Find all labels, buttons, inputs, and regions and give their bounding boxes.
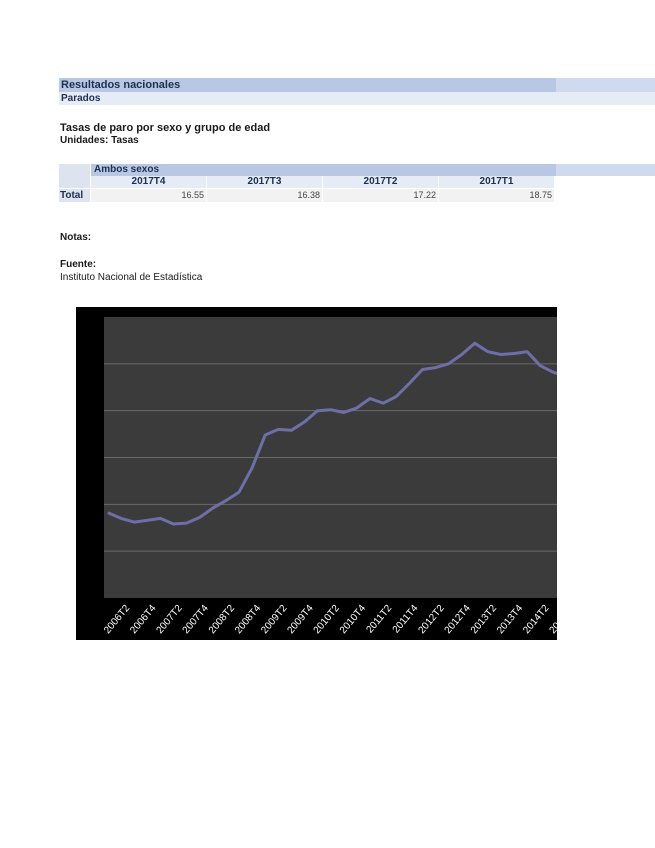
- chart-container: 2006T2 2006T4 2007T2 2007T4 2008T2 2008T4 2009…: [76, 307, 557, 640]
- data-point: [264, 434, 266, 436]
- x-tick-label: 2006T4: [128, 603, 159, 636]
- data-point: [474, 342, 476, 344]
- x-tick-label: 2009T4: [285, 603, 316, 636]
- data-point: [107, 512, 109, 514]
- section-title: Resultados nacionales: [61, 79, 181, 91]
- table-cell: 17.22: [323, 189, 438, 202]
- data-point: [146, 519, 148, 521]
- data-point: [487, 351, 489, 353]
- x-tick-label: 2013T4: [495, 603, 526, 636]
- data-point: [290, 429, 292, 431]
- data-point: [225, 500, 227, 502]
- data-point: [552, 371, 554, 373]
- x-tick-label: 2011T2: [365, 603, 395, 636]
- x-tick-label: 2009T2: [259, 603, 290, 636]
- data-point: [317, 410, 319, 412]
- x-tick-label: 2010T4: [338, 603, 369, 636]
- data-point: [199, 516, 201, 518]
- table-cell: 16.38: [207, 189, 322, 202]
- data-point: [421, 368, 423, 371]
- data-point: [461, 353, 463, 356]
- data-point: [277, 428, 279, 430]
- data-point: [408, 382, 410, 385]
- x-tick-label: 2013T2: [469, 603, 500, 636]
- x-tick-label: 2008T4: [233, 603, 264, 636]
- x-tick-label: 2012T2: [416, 603, 447, 636]
- data-point: [212, 507, 214, 509]
- data-point: [395, 396, 397, 398]
- data-point: [120, 517, 122, 519]
- data-point: [382, 402, 384, 404]
- data-point: [539, 365, 541, 367]
- x-tick-label: 2007T2: [154, 603, 185, 636]
- section-header: Resultados nacionales: [59, 78, 655, 92]
- x-tick-label: 2010T2: [312, 603, 343, 636]
- data-point: [500, 353, 502, 356]
- data-point: [186, 522, 188, 524]
- x-tick-label: 2014T4: [547, 603, 557, 636]
- subsection-title: Parados: [61, 93, 101, 104]
- table-corner: [59, 164, 90, 188]
- data-point: [303, 421, 306, 423]
- column-header: 2017T3: [207, 176, 322, 188]
- data-point: [343, 411, 345, 414]
- x-tick-label: 2006T2: [102, 603, 133, 636]
- notes-label: Notas:: [60, 232, 92, 243]
- table-title: Tasas de paro por sexo y grupo de edad: [60, 122, 271, 134]
- data-point: [526, 351, 528, 353]
- units-label: Unidades: Tasas: [60, 135, 139, 146]
- data-point: [251, 467, 253, 469]
- table-cell: 18.75: [439, 189, 554, 202]
- x-tick-label: 2008T2: [207, 603, 238, 636]
- data-point: [238, 491, 240, 493]
- x-tick-label: 2011T4: [391, 603, 421, 636]
- data-point: [434, 367, 437, 369]
- x-tick-label: 2012T4: [443, 603, 474, 636]
- data-point: [369, 397, 371, 400]
- data-point: [133, 521, 135, 523]
- data-point: [356, 407, 358, 409]
- data-point: [448, 363, 450, 365]
- data-point: [159, 517, 161, 519]
- column-header: 2017T4: [91, 176, 206, 188]
- column-header: 2017T2: [323, 176, 438, 188]
- source-label: Fuente:: [60, 259, 97, 270]
- subsection-header: Parados: [59, 92, 655, 105]
- row-label: Total: [59, 189, 90, 202]
- column-header: 2017T1: [439, 176, 554, 188]
- series-line: [107, 341, 557, 526]
- data-point: [330, 409, 332, 411]
- line-chart: 2006T22006T42007T22007T42008T22008T42009…: [102, 317, 557, 636]
- data-point: [172, 523, 175, 525]
- source-text: Instituto Nacional de Estadística: [60, 272, 203, 283]
- x-tick-label: 2014T2: [521, 603, 552, 636]
- x-tick-label: 2007T4: [181, 603, 212, 636]
- table-group-header: Ambos sexos: [91, 164, 655, 176]
- table-group-label: Ambos sexos: [94, 164, 160, 175]
- data-point: [513, 352, 515, 355]
- table-cell: 16.55: [91, 189, 206, 202]
